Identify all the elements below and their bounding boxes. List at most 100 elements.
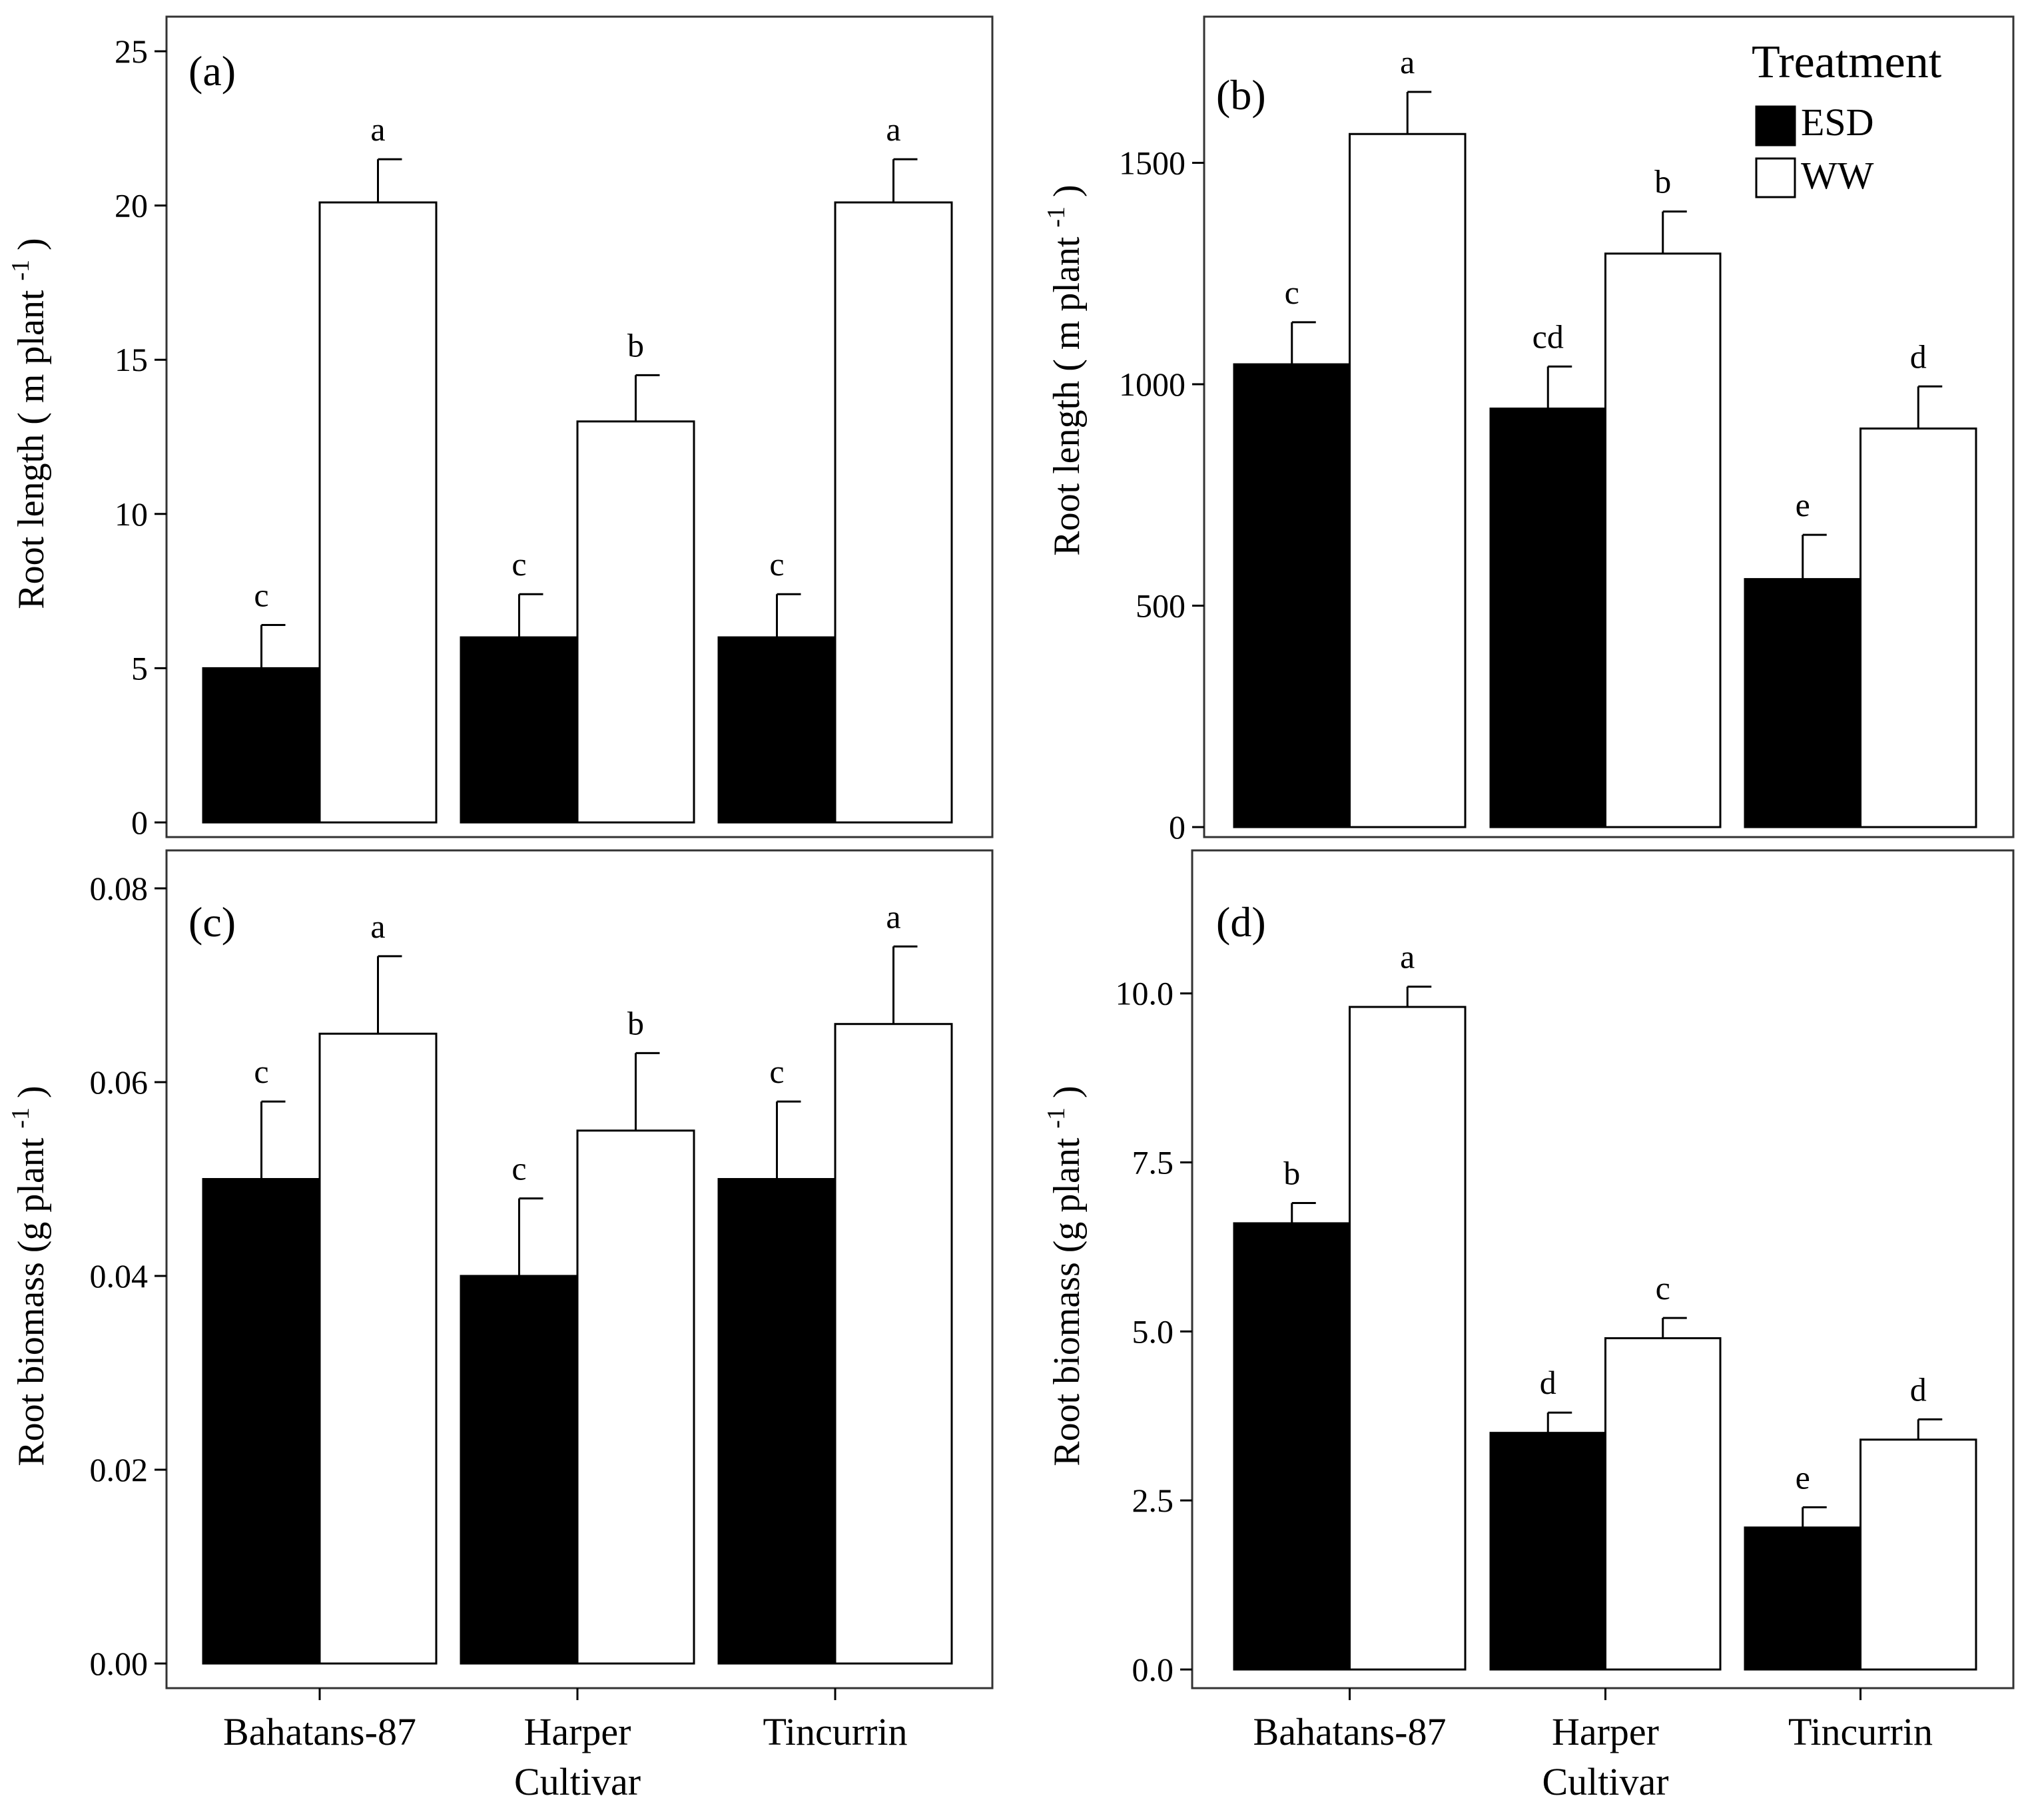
y-axis-title: Root biomass (g plant -1 ) — [7, 1085, 52, 1466]
significance-label: c — [254, 577, 268, 614]
y-tick-label: 2.5 — [1132, 1482, 1174, 1519]
legend-label-ww: WW — [1801, 154, 1874, 197]
panel-label: (b) — [1216, 71, 1266, 119]
y-axis-title-sup: -1 — [1042, 206, 1070, 228]
y-tick-label: 1000 — [1119, 366, 1185, 403]
y-axis-title: Root length ( m plant -1 ) — [7, 238, 52, 609]
panel-label: (d) — [1216, 898, 1266, 946]
bar-esd — [1489, 408, 1606, 828]
significance-label: a — [886, 111, 900, 148]
significance-label: c — [511, 1150, 526, 1187]
y-axis-title-sup: -1 — [1042, 1107, 1070, 1129]
x-axis-title: Cultivar — [514, 1760, 641, 1803]
significance-label: c — [1656, 1269, 1670, 1307]
y-tick-label: 0 — [1169, 808, 1185, 846]
bar-esd — [717, 1178, 837, 1665]
y-axis-title-close: ) — [11, 1085, 52, 1107]
significance-label: d — [1540, 1364, 1556, 1401]
significance-label: a — [886, 898, 900, 935]
x-axis-title: Cultivar — [1542, 1760, 1668, 1803]
significance-label: d — [1910, 338, 1927, 375]
bar-esd — [460, 1275, 579, 1665]
y-tick-label: 5.0 — [1132, 1313, 1174, 1350]
y-tick-label: 5 — [131, 649, 148, 687]
y-axis-title-close: ) — [11, 238, 52, 260]
y-tick-label: 0.02 — [90, 1451, 149, 1488]
y-axis-title-text: Root biomass (g plant — [1046, 1129, 1088, 1466]
significance-label: e — [1796, 486, 1810, 523]
significance-label: b — [1654, 163, 1671, 200]
significance-label: cd — [1532, 318, 1564, 355]
category-label: Bahatans-87 — [1253, 1710, 1447, 1753]
panel-a: (a) 0 5 10 15 20 25 Root length ( m plant -1 ) c… — [7, 15, 994, 841]
y-tick-label: 20 — [115, 187, 148, 224]
y-tick-label: 0.06 — [90, 1063, 149, 1101]
bar-ww — [576, 420, 695, 824]
panel-frame — [165, 15, 994, 838]
bar-ww — [576, 1129, 695, 1665]
y-tick-label: 10 — [115, 495, 148, 533]
significance-label: b — [1283, 1154, 1300, 1191]
y-tick-label: 0.08 — [90, 870, 149, 907]
category-label: Harper — [523, 1710, 631, 1753]
bar-ww — [1859, 427, 1977, 828]
y-tick-label: 0.04 — [90, 1257, 149, 1295]
y-axis-title: Root length ( m plant -1 ) — [1042, 184, 1088, 555]
category-label: Harper — [1552, 1710, 1659, 1753]
y-axis-title-text: Root length ( m plant — [1046, 228, 1088, 556]
bar-esd — [460, 636, 579, 824]
panel-c: (c) 0.00 0.02 0.04 0.06 0.08 Root biomass (g p… — [7, 849, 994, 1803]
y-tick-label: 500 — [1136, 587, 1185, 624]
y-axis-title-close: ) — [1046, 184, 1088, 206]
y-tick-label: 0 — [131, 804, 148, 841]
legend-swatch-ww — [1755, 157, 1796, 198]
bar-esd — [1489, 1432, 1606, 1671]
panel-label: (a) — [188, 47, 236, 95]
y-tick-label: 25 — [115, 33, 148, 70]
bar-ww — [1604, 1337, 1722, 1671]
bar-ww — [318, 1032, 438, 1665]
panel-b: (b) 0 500 1000 1500 Root length ( m plant -1 … — [1042, 15, 2015, 846]
bar-esd — [717, 636, 837, 824]
significance-label: c — [1285, 274, 1299, 311]
y-tick-label: 15 — [115, 341, 148, 378]
y-axis-title-sup: -1 — [7, 260, 35, 281]
bar-ww — [1859, 1438, 1977, 1671]
category-label: Bahatans-87 — [223, 1710, 416, 1753]
bar-esd — [1744, 1526, 1861, 1671]
y-axis-title-sup: -1 — [7, 1107, 35, 1129]
legend-title: Treatment — [1752, 37, 1942, 88]
significance-label: c — [769, 545, 784, 583]
bar-esd — [1744, 578, 1861, 828]
bar-ww — [1604, 252, 1722, 828]
significance-label: a — [370, 908, 385, 945]
panel-frame — [1203, 15, 2015, 838]
legend-label-esd: ESD — [1801, 101, 1874, 144]
category-label: Tincurrin — [763, 1710, 908, 1753]
legend-swatch-esd — [1755, 105, 1796, 147]
significance-label: b — [627, 1004, 644, 1042]
y-axis-title: Root biomass (g plant -1 ) — [1042, 1085, 1088, 1466]
significance-label: e — [1796, 1458, 1810, 1496]
legend: Treatment ESD WW — [1752, 37, 1942, 198]
y-axis-title-text: Root biomass (g plant — [11, 1129, 52, 1466]
category-label: Tincurrin — [1788, 1710, 1933, 1753]
panel-frame — [1191, 849, 2015, 1689]
bar-esd — [202, 1178, 321, 1665]
bar-ww — [834, 1023, 953, 1665]
significance-label: b — [627, 326, 644, 364]
significance-label: c — [769, 1053, 784, 1090]
panel-d: (d) 0.0 2.5 5.0 7.5 10.0 Root biomass (g plant… — [1042, 849, 2015, 1803]
bar-esd — [1233, 1222, 1351, 1671]
bar-ww — [318, 201, 438, 824]
panel-label: (c) — [188, 898, 236, 946]
significance-label: c — [511, 545, 526, 583]
y-tick-label: 0.0 — [1132, 1651, 1174, 1688]
significance-label: c — [254, 1053, 268, 1090]
bar-ww — [1349, 133, 1467, 828]
y-tick-label: 7.5 — [1132, 1144, 1174, 1181]
panel-frame — [165, 849, 994, 1689]
y-axis-title-close: ) — [1046, 1085, 1088, 1107]
significance-label: a — [370, 111, 385, 148]
